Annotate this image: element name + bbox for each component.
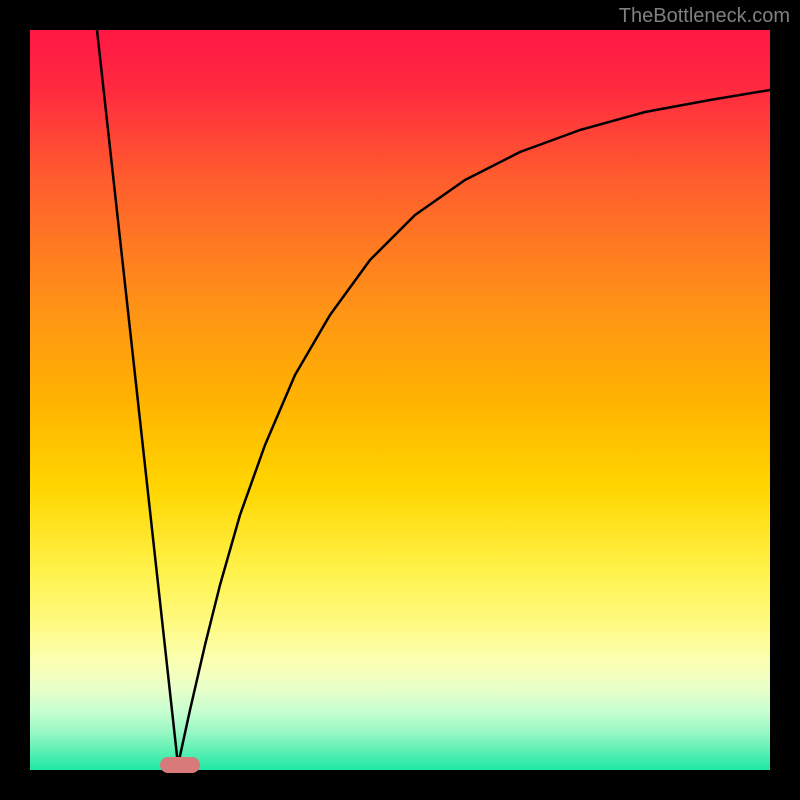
plot-area xyxy=(30,30,770,770)
curve-layer xyxy=(30,30,770,770)
bottleneck-curve xyxy=(97,30,770,765)
minimum-marker xyxy=(160,757,200,773)
watermark-text: TheBottleneck.com xyxy=(619,5,790,28)
